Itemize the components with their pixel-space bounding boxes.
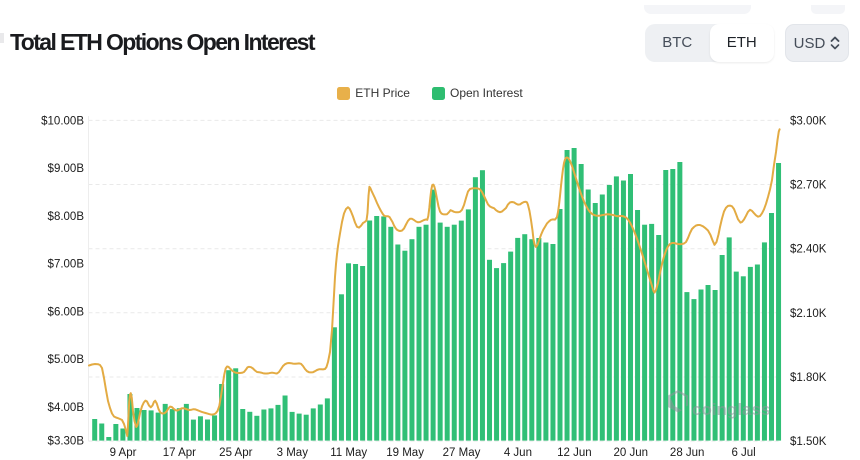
svg-text:$9.00B: $9.00B xyxy=(48,163,85,175)
svg-text:$10.00B: $10.00B xyxy=(41,115,84,127)
svg-text:coinglass: coinglass xyxy=(692,400,770,419)
svg-text:$2.40K: $2.40K xyxy=(790,244,827,256)
svg-text:$4.00B: $4.00B xyxy=(48,402,85,414)
svg-text:$2.10K: $2.10K xyxy=(790,308,827,320)
svg-text:20 Jun: 20 Jun xyxy=(614,447,649,459)
svg-text:28 Jun: 28 Jun xyxy=(670,447,705,459)
svg-text:19 May: 19 May xyxy=(386,447,424,459)
svg-text:$1.80K: $1.80K xyxy=(790,372,827,384)
svg-text:$5.00B: $5.00B xyxy=(48,354,85,366)
svg-text:25 Apr: 25 Apr xyxy=(219,447,252,459)
svg-text:6 Jul: 6 Jul xyxy=(731,447,755,459)
svg-text:$1.50K: $1.50K xyxy=(790,436,827,448)
svg-text:$2.70K: $2.70K xyxy=(790,180,827,192)
svg-text:$3.00K: $3.00K xyxy=(790,115,827,127)
svg-text:11 May: 11 May xyxy=(330,447,367,459)
svg-text:$3.30B: $3.30B xyxy=(48,435,85,447)
svg-text:3 May: 3 May xyxy=(277,447,309,459)
svg-text:$6.00B: $6.00B xyxy=(48,306,85,318)
svg-text:27 May: 27 May xyxy=(443,447,481,459)
svg-text:17 Apr: 17 Apr xyxy=(163,447,196,459)
svg-text:12 Jun: 12 Jun xyxy=(557,447,592,459)
svg-text:9 Apr: 9 Apr xyxy=(110,447,137,459)
svg-text:4 Jun: 4 Jun xyxy=(504,447,532,459)
svg-text:$8.00B: $8.00B xyxy=(48,211,85,223)
svg-text:$7.00B: $7.00B xyxy=(48,259,85,271)
